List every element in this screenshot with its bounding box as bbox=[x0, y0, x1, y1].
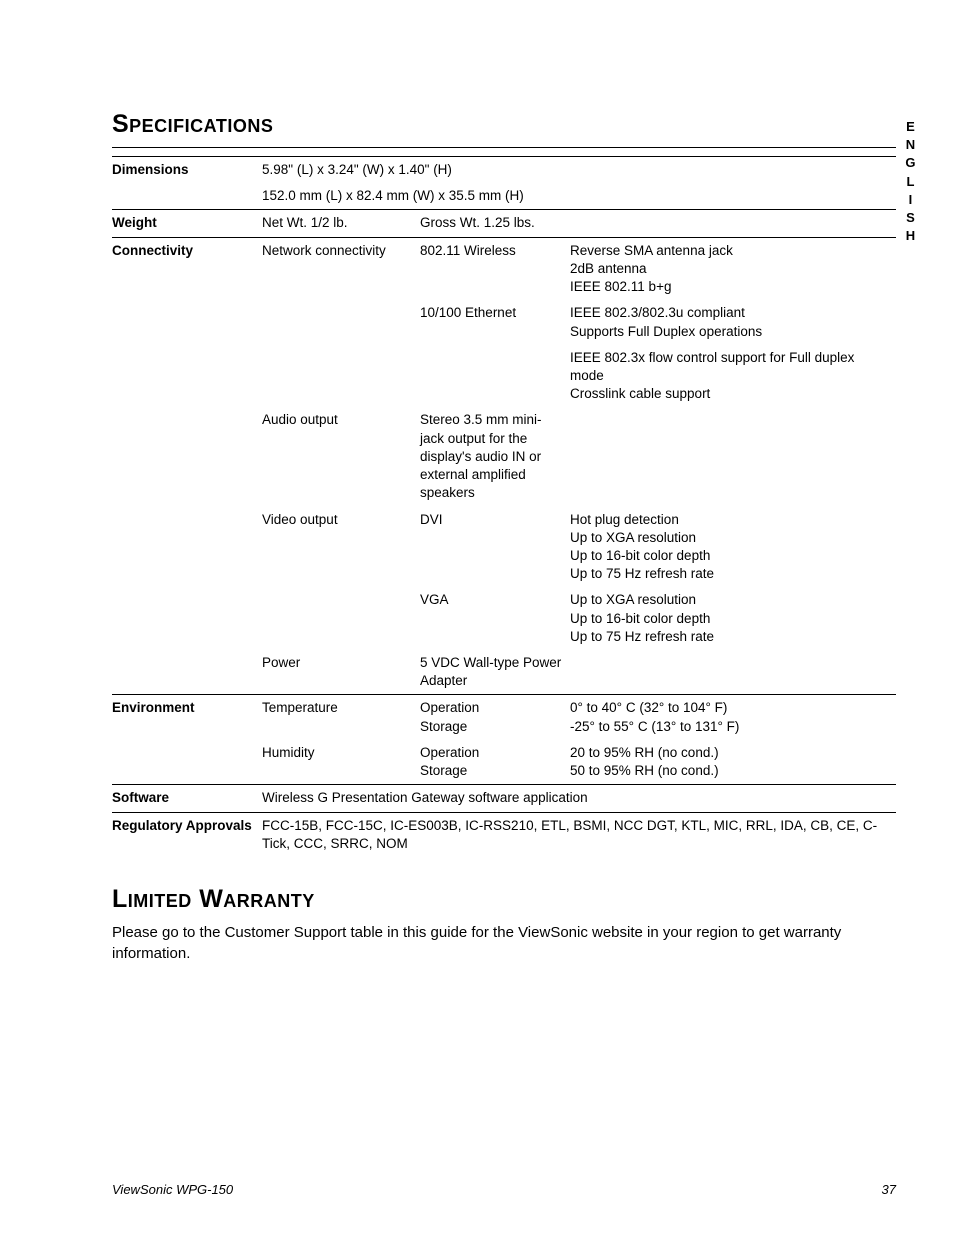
cell-c1 bbox=[112, 740, 262, 785]
table-row: VGAUp to XGA resolutionUp to 16-bit colo… bbox=[112, 587, 896, 650]
footer-page-number: 37 bbox=[882, 1182, 896, 1197]
cell-c1: Dimensions bbox=[112, 157, 262, 184]
table-row: 152.0 mm (L) x 82.4 mm (W) x 35.5 mm (H) bbox=[112, 183, 896, 210]
cell-c2: Network connectivity bbox=[262, 237, 420, 300]
cell-c1 bbox=[112, 183, 262, 210]
table-row: IEEE 802.3x flow control support for Ful… bbox=[112, 345, 896, 408]
specifications-table: Dimensions5.98" (L) x 3.24" (W) x 1.40" … bbox=[112, 156, 896, 857]
language-side-label: ENGLISH bbox=[905, 118, 916, 245]
table-row: EnvironmentTemperatureOperationStorage0°… bbox=[112, 695, 896, 740]
warranty-heading: Limited Warranty bbox=[112, 885, 896, 914]
cell-c2: Temperature bbox=[262, 695, 420, 740]
cell-c2 bbox=[262, 587, 420, 650]
table-row: 10/100 EthernetIEEE 802.3/802.3u complia… bbox=[112, 300, 896, 344]
table-row: Regulatory ApprovalsFCC-15B, FCC-15C, IC… bbox=[112, 812, 896, 857]
cell-c4 bbox=[570, 650, 896, 695]
cell-c1 bbox=[112, 507, 262, 588]
cell-c3: 10/100 Ethernet bbox=[420, 300, 570, 344]
table-row: SoftwareWireless G Presentation Gateway … bbox=[112, 785, 896, 812]
table-row: Power5 VDC Wall-type Power Adapter bbox=[112, 650, 896, 695]
cell-c3: OperationStorage bbox=[420, 695, 570, 740]
table-row: Audio outputStereo 3.5 mm mini-jack outp… bbox=[112, 407, 896, 506]
cell-c3: 802.11 Wireless bbox=[420, 237, 570, 300]
cell-c1 bbox=[112, 300, 262, 344]
cell-c3: 5 VDC Wall-type Power Adapter bbox=[420, 650, 570, 695]
table-row: ConnectivityNetwork connectivity802.11 W… bbox=[112, 237, 896, 300]
cell-c1: Regulatory Approvals bbox=[112, 812, 262, 857]
cell-c2: Video output bbox=[262, 507, 420, 588]
cell-c4: 20 to 95% RH (no cond.)50 to 95% RH (no … bbox=[570, 740, 896, 785]
cell-c1: Environment bbox=[112, 695, 262, 740]
cell-c2 bbox=[262, 300, 420, 344]
cell-c4: 0° to 40° C (32° to 104° F)-25° to 55° C… bbox=[570, 695, 896, 740]
cell-c3 bbox=[420, 345, 570, 408]
cell-c3: VGA bbox=[420, 587, 570, 650]
page-footer: ViewSonic WPG-150 37 bbox=[112, 1182, 896, 1197]
specifications-heading: Specifications bbox=[112, 110, 896, 139]
cell-c1 bbox=[112, 407, 262, 506]
cell-c1: Connectivity bbox=[112, 237, 262, 300]
footer-product: ViewSonic WPG-150 bbox=[112, 1182, 233, 1197]
cell-c4: IEEE 802.3x flow control support for Ful… bbox=[570, 345, 896, 408]
cell-c1 bbox=[112, 650, 262, 695]
cell-c2: Wireless G Presentation Gateway software… bbox=[262, 785, 896, 812]
cell-c2: FCC-15B, FCC-15C, IC-ES003B, IC-RSS210, … bbox=[262, 812, 896, 857]
cell-c2: 5.98" (L) x 3.24" (W) x 1.40" (H) bbox=[262, 157, 896, 184]
cell-c3: DVI bbox=[420, 507, 570, 588]
cell-c1 bbox=[112, 587, 262, 650]
table-row: WeightNet Wt. 1/2 lb.Gross Wt. 1.25 lbs. bbox=[112, 210, 896, 237]
cell-c2 bbox=[262, 345, 420, 408]
table-row: Dimensions5.98" (L) x 3.24" (W) x 1.40" … bbox=[112, 157, 896, 184]
cell-c3: OperationStorage bbox=[420, 740, 570, 785]
cell-c2: Audio output bbox=[262, 407, 420, 506]
cell-c1: Software bbox=[112, 785, 262, 812]
cell-c4: Reverse SMA antenna jack2dB antennaIEEE … bbox=[570, 237, 896, 300]
cell-c1 bbox=[112, 345, 262, 408]
cell-c2: Net Wt. 1/2 lb. bbox=[262, 210, 420, 237]
heading-rule bbox=[112, 147, 896, 148]
cell-c3: Stereo 3.5 mm mini-jack output for the d… bbox=[420, 407, 570, 506]
cell-c4: Hot plug detectionUp to XGA resolutionUp… bbox=[570, 507, 896, 588]
cell-c4: Up to XGA resolutionUp to 16-bit color d… bbox=[570, 587, 896, 650]
cell-c4 bbox=[570, 210, 896, 237]
table-row: Video outputDVIHot plug detectionUp to X… bbox=[112, 507, 896, 588]
cell-c2: 152.0 mm (L) x 82.4 mm (W) x 35.5 mm (H) bbox=[262, 183, 896, 210]
cell-c4 bbox=[570, 407, 896, 506]
cell-c1: Weight bbox=[112, 210, 262, 237]
cell-c2: Humidity bbox=[262, 740, 420, 785]
cell-c2: Power bbox=[262, 650, 420, 695]
warranty-text: Please go to the Customer Support table … bbox=[112, 922, 896, 964]
cell-c4: IEEE 802.3/802.3u compliantSupports Full… bbox=[570, 300, 896, 344]
table-row: HumidityOperationStorage20 to 95% RH (no… bbox=[112, 740, 896, 785]
cell-c3: Gross Wt. 1.25 lbs. bbox=[420, 210, 570, 237]
